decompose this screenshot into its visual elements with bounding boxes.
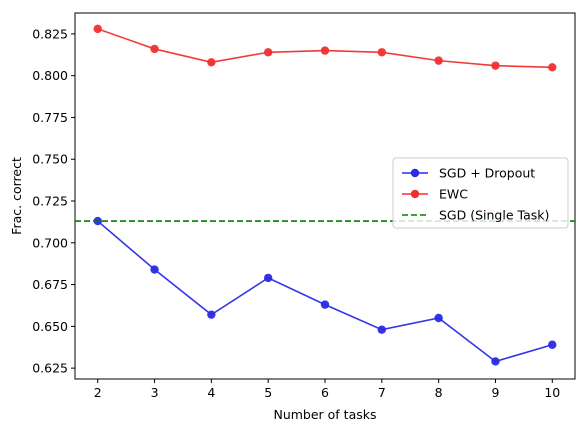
y-axis-label: Frac. correct bbox=[9, 157, 24, 235]
data-point bbox=[150, 45, 158, 53]
data-point bbox=[434, 56, 442, 64]
x-tick-label: 4 bbox=[207, 385, 215, 400]
y-tick-label: 0.800 bbox=[32, 68, 68, 83]
data-point bbox=[94, 25, 102, 33]
data-point bbox=[378, 325, 386, 333]
x-tick-label: 2 bbox=[94, 385, 102, 400]
data-point bbox=[491, 357, 499, 365]
y-tick-label: 0.750 bbox=[32, 152, 68, 167]
x-axis-label: Number of tasks bbox=[273, 407, 376, 422]
y-tick-label: 0.775 bbox=[32, 110, 68, 125]
data-point bbox=[321, 46, 329, 54]
data-point bbox=[321, 300, 329, 308]
data-point bbox=[434, 314, 442, 322]
legend-marker bbox=[411, 169, 419, 177]
y-tick-label: 0.825 bbox=[32, 26, 68, 41]
legend-label: SGD (Single Task) bbox=[439, 208, 549, 223]
data-point bbox=[264, 48, 272, 56]
legend-label: EWC bbox=[439, 187, 468, 202]
y-tick-label: 0.625 bbox=[32, 361, 68, 376]
x-tick-label: 8 bbox=[435, 385, 443, 400]
x-tick-label: 7 bbox=[378, 385, 386, 400]
data-point bbox=[378, 48, 386, 56]
y-tick-label: 0.700 bbox=[32, 235, 68, 250]
data-point bbox=[548, 63, 556, 71]
data-point bbox=[207, 58, 215, 66]
y-tick-label: 0.675 bbox=[32, 277, 68, 292]
data-point bbox=[548, 341, 556, 349]
x-tick-label: 9 bbox=[491, 385, 499, 400]
legend-marker bbox=[411, 190, 419, 198]
legend-label: SGD + Dropout bbox=[439, 166, 535, 181]
x-tick-label: 6 bbox=[321, 385, 329, 400]
y-tick-label: 0.650 bbox=[32, 319, 68, 334]
x-tick-label: 5 bbox=[264, 385, 272, 400]
data-point bbox=[264, 274, 272, 282]
data-point bbox=[491, 61, 499, 69]
y-tick-label: 0.725 bbox=[32, 194, 68, 209]
data-point bbox=[150, 265, 158, 273]
x-tick-label: 10 bbox=[544, 385, 560, 400]
x-tick-label: 3 bbox=[151, 385, 159, 400]
legend: SGD + Dropout EWC SGD (Single Task) bbox=[393, 158, 568, 228]
data-point bbox=[207, 310, 215, 318]
